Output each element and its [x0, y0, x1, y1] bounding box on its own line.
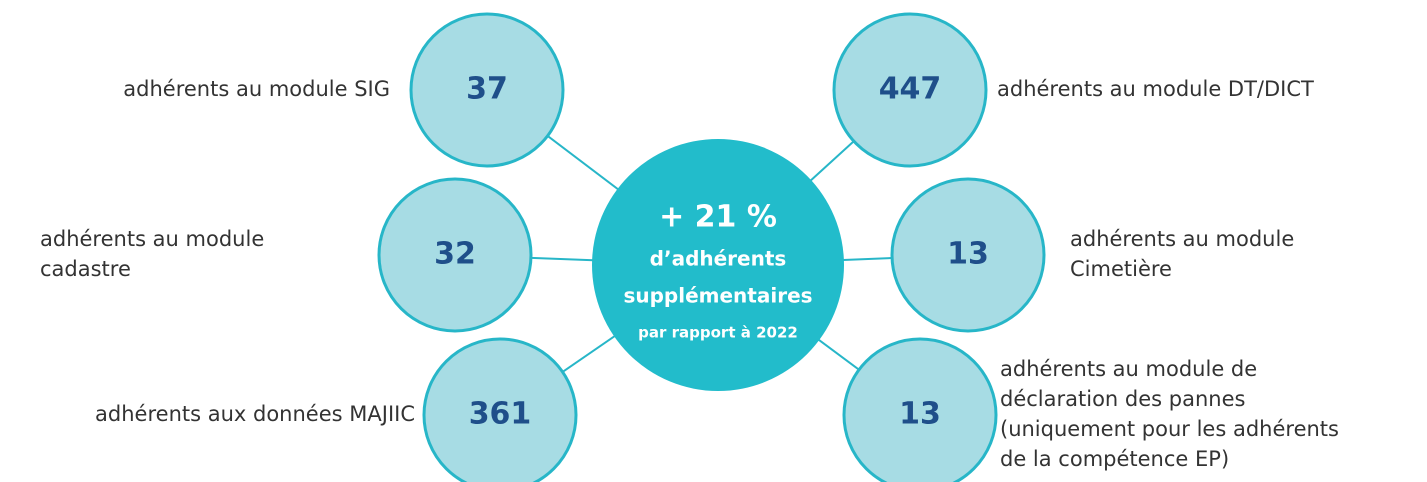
node-label: adhérents au module de: [1000, 357, 1257, 381]
node-value: 361: [469, 397, 532, 432]
center-line: par rapport à 2022: [638, 324, 798, 342]
center-headline: + 21 %: [659, 200, 777, 235]
node-label: (uniquement pour les adhérents: [1000, 417, 1339, 441]
node-circle: [842, 337, 998, 482]
node-circle: [832, 12, 988, 168]
node-value: 13: [947, 237, 989, 272]
node-value: 447: [879, 72, 942, 107]
node-value: 37: [466, 72, 508, 107]
center-line: d’adhérents: [650, 247, 787, 271]
node-label: adhérents au module DT/DICT: [997, 77, 1314, 101]
node-circle: [422, 337, 578, 482]
node-circle: [890, 177, 1046, 333]
nodes: 37 adhérents au module SIG 447 adhérents au…: [40, 12, 1339, 482]
node-label: de la compétence EP): [1000, 447, 1229, 471]
center-circle: [592, 139, 844, 391]
node-label: déclaration des pannes: [1000, 387, 1245, 411]
center-line: supplémentaires: [623, 284, 812, 308]
node-value: 32: [434, 237, 476, 272]
node-label: adhérents aux données MAJIIC: [95, 402, 415, 426]
node-label: adhérents au module: [40, 227, 264, 251]
node-label: adhérents au module: [1070, 227, 1294, 251]
node-value: 13: [899, 397, 941, 432]
node-label: Cimetière: [1070, 257, 1172, 281]
node-circle: [377, 177, 533, 333]
node-label: cadastre: [40, 257, 131, 281]
node-label: adhérents au module SIG: [123, 77, 390, 101]
node-circle: [409, 12, 565, 168]
